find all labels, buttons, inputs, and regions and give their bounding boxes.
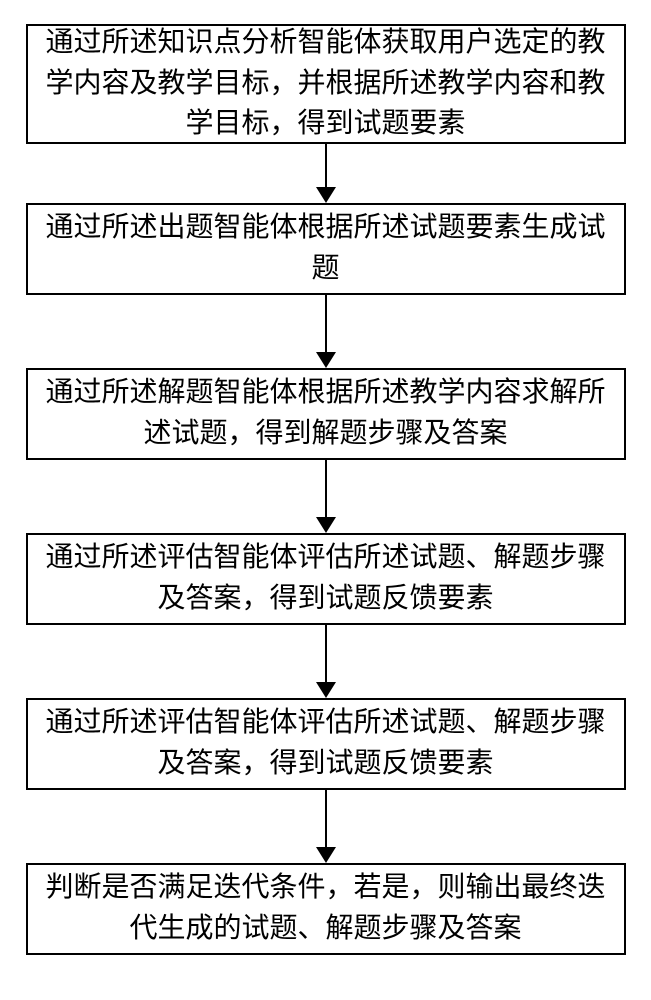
flow-arrow-2 bbox=[316, 295, 336, 368]
flow-arrow-1 bbox=[316, 144, 336, 203]
flow-arrow-4 bbox=[316, 625, 336, 698]
flow-node-6: 判断是否满足迭代条件，若是，则输出最终迭代生成的试题、解题步骤及答案 bbox=[26, 863, 626, 955]
flowchart-container: 通过所述知识点分析智能体获取用户选定的教学内容及教学目标，并根据所述教学内容和教… bbox=[0, 0, 651, 1000]
flow-node-1: 通过所述知识点分析智能体获取用户选定的教学内容及教学目标，并根据所述教学内容和教… bbox=[26, 24, 626, 144]
flow-node-5: 通过所述评估智能体评估所述试题、解题步骤及答案，得到试题反馈要素 bbox=[26, 698, 626, 790]
arrow-down-icon bbox=[316, 847, 336, 863]
flow-node-3: 通过所述解题智能体根据所述教学内容求解所述试题，得到解题步骤及答案 bbox=[26, 368, 626, 460]
flow-arrow-5 bbox=[316, 790, 336, 863]
arrow-down-icon bbox=[316, 187, 336, 203]
arrow-down-icon bbox=[316, 682, 336, 698]
flow-arrow-3 bbox=[316, 460, 336, 533]
flow-node-2: 通过所述出题智能体根据所述试题要素生成试题 bbox=[26, 203, 626, 295]
arrow-down-icon bbox=[316, 517, 336, 533]
flow-node-4: 通过所述评估智能体评估所述试题、解题步骤及答案，得到试题反馈要素 bbox=[26, 533, 626, 625]
arrow-down-icon bbox=[316, 352, 336, 368]
